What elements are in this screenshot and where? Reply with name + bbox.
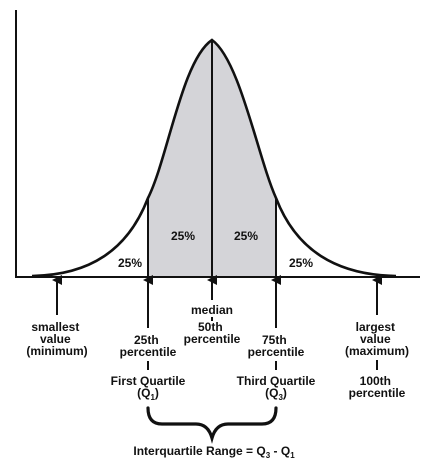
maximum-label: largest value (maximum) bbox=[345, 320, 409, 358]
first-quartile-label: First Quartile bbox=[111, 374, 186, 388]
region-label-q2: 25% bbox=[171, 229, 195, 243]
q3-percentile-label: 75th percentile bbox=[248, 333, 305, 359]
iqr-brace bbox=[146, 406, 278, 444]
third-quartile-symbol: (Q3) bbox=[265, 386, 287, 402]
hundredth-percentile-label: 100th percentile bbox=[349, 374, 406, 400]
iqr-label: Interquartile Range = Q3 - Q1 bbox=[133, 444, 295, 460]
region-label-q3: 25% bbox=[234, 229, 258, 243]
minimum-label: smallest value (minimum) bbox=[26, 320, 87, 358]
region-label-q4-tail: 25% bbox=[289, 256, 313, 270]
q1-percentile-label: 25th percentile bbox=[120, 333, 177, 359]
median-percentile-label: 50th percentile bbox=[184, 320, 241, 346]
third-quartile-label: Third Quartile bbox=[237, 374, 316, 388]
first-quartile-symbol: (Q1) bbox=[137, 386, 159, 402]
median-label: median bbox=[191, 303, 233, 317]
region-label-q1-tail: 25% bbox=[118, 256, 142, 270]
